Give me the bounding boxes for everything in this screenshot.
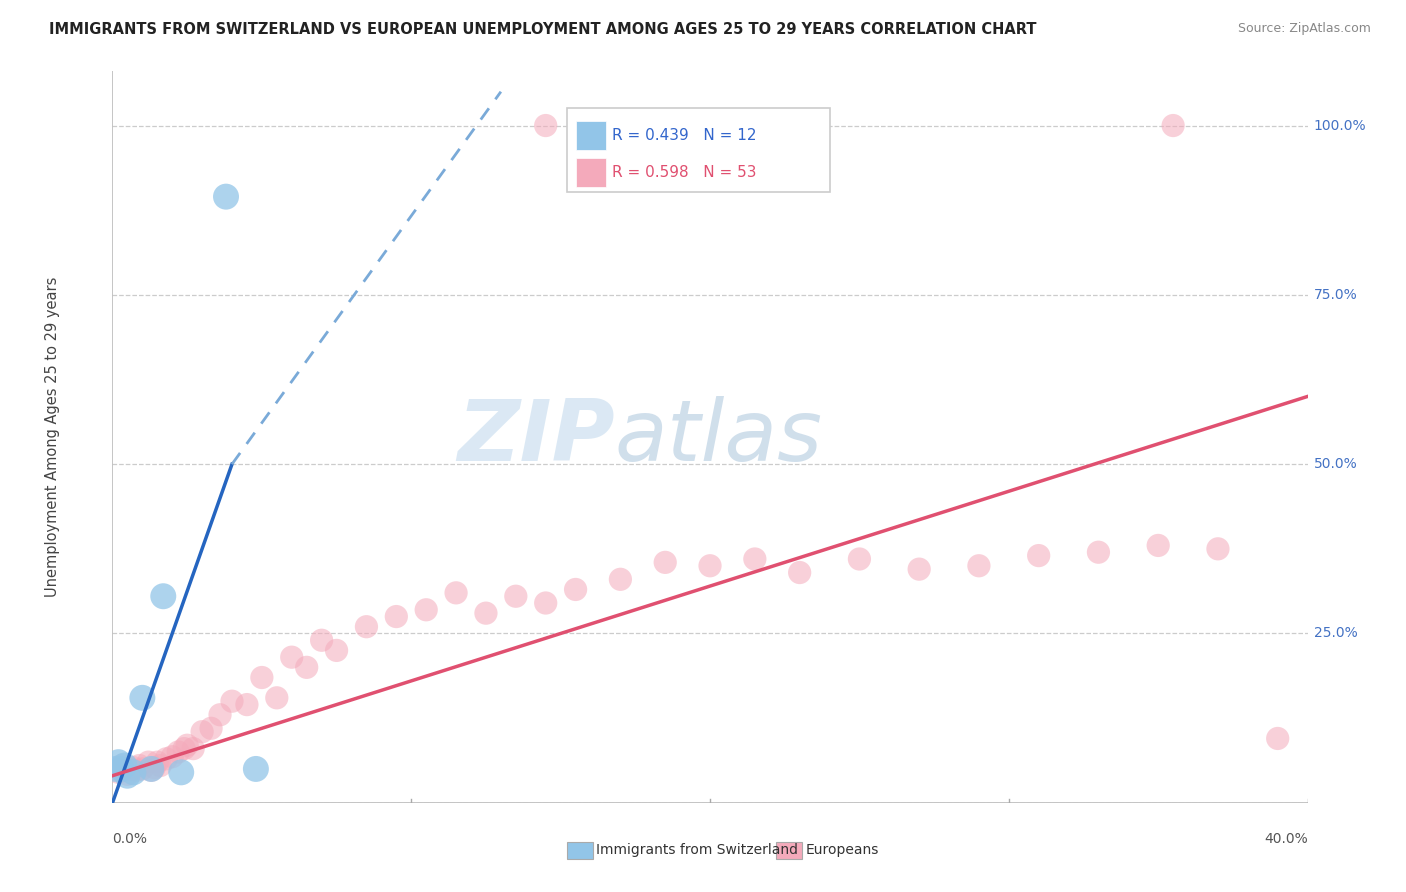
Point xyxy=(1147,538,1170,552)
Point xyxy=(1028,549,1050,563)
Text: 50.0%: 50.0% xyxy=(1313,458,1357,471)
Point xyxy=(170,765,193,780)
Point xyxy=(122,765,145,780)
Point xyxy=(128,758,150,772)
FancyBboxPatch shape xyxy=(576,121,606,151)
Point xyxy=(181,741,204,756)
Point xyxy=(281,650,304,665)
Point xyxy=(114,758,135,772)
Point xyxy=(173,741,195,756)
Point xyxy=(152,589,174,603)
Text: Europeans: Europeans xyxy=(806,843,879,857)
Point xyxy=(534,119,557,133)
Point xyxy=(215,189,238,203)
FancyBboxPatch shape xyxy=(567,108,830,192)
Point xyxy=(141,762,163,776)
Point xyxy=(138,755,160,769)
Point xyxy=(444,586,467,600)
Point xyxy=(176,738,198,752)
Point xyxy=(131,690,153,705)
FancyBboxPatch shape xyxy=(776,841,801,859)
Point xyxy=(699,558,721,573)
Point xyxy=(564,582,586,597)
Point xyxy=(744,552,766,566)
Point xyxy=(104,762,127,776)
Point xyxy=(141,764,163,778)
Text: atlas: atlas xyxy=(614,395,823,479)
FancyBboxPatch shape xyxy=(576,158,606,187)
Point xyxy=(117,767,139,781)
Point xyxy=(311,633,333,648)
Point xyxy=(200,721,222,735)
Text: ZIP: ZIP xyxy=(457,395,614,479)
Point xyxy=(221,694,243,708)
Text: R = 0.439   N = 12: R = 0.439 N = 12 xyxy=(612,128,756,144)
Point xyxy=(415,603,437,617)
Point xyxy=(104,762,127,776)
Point xyxy=(146,755,169,769)
Point xyxy=(1161,119,1184,133)
Point xyxy=(250,671,273,685)
Point xyxy=(162,749,183,764)
Point xyxy=(120,762,142,776)
Point xyxy=(385,609,408,624)
Point xyxy=(155,752,177,766)
Point xyxy=(654,555,676,569)
Text: IMMIGRANTS FROM SWITZERLAND VS EUROPEAN UNEMPLOYMENT AMONG AGES 25 TO 29 YEARS C: IMMIGRANTS FROM SWITZERLAND VS EUROPEAN … xyxy=(49,22,1036,37)
Point xyxy=(295,660,318,674)
Point xyxy=(759,119,782,133)
Point xyxy=(236,698,259,712)
Point xyxy=(107,755,129,769)
Point xyxy=(107,765,129,780)
Text: Unemployment Among Ages 25 to 29 years: Unemployment Among Ages 25 to 29 years xyxy=(45,277,60,598)
Text: Immigrants from Switzerland: Immigrants from Switzerland xyxy=(596,843,799,857)
Point xyxy=(1087,545,1109,559)
Point xyxy=(149,758,172,772)
Point xyxy=(534,596,557,610)
Text: 40.0%: 40.0% xyxy=(1264,832,1308,846)
Text: 75.0%: 75.0% xyxy=(1313,288,1357,301)
Point xyxy=(475,606,498,620)
Point xyxy=(110,762,132,776)
Point xyxy=(908,562,931,576)
Text: Source: ZipAtlas.com: Source: ZipAtlas.com xyxy=(1237,22,1371,36)
Point xyxy=(789,566,811,580)
Point xyxy=(1206,541,1229,556)
Text: 100.0%: 100.0% xyxy=(1313,119,1367,133)
Point xyxy=(325,643,347,657)
Text: R = 0.598   N = 53: R = 0.598 N = 53 xyxy=(612,165,756,180)
Point xyxy=(110,758,132,772)
Text: 25.0%: 25.0% xyxy=(1313,626,1357,640)
Point xyxy=(245,762,267,776)
Point xyxy=(117,769,139,783)
Point xyxy=(131,762,153,776)
Point xyxy=(143,761,166,775)
Point xyxy=(167,745,190,759)
Point xyxy=(356,620,378,634)
Point xyxy=(122,761,145,775)
Point xyxy=(609,572,631,586)
FancyBboxPatch shape xyxy=(567,841,593,859)
Point xyxy=(1267,731,1289,746)
Point xyxy=(848,552,870,566)
Point xyxy=(191,724,214,739)
Point xyxy=(505,589,527,603)
Point xyxy=(114,764,135,778)
Point xyxy=(125,764,148,778)
Point xyxy=(209,707,232,722)
Text: 0.0%: 0.0% xyxy=(112,832,148,846)
Point xyxy=(967,558,990,573)
Point xyxy=(266,690,288,705)
